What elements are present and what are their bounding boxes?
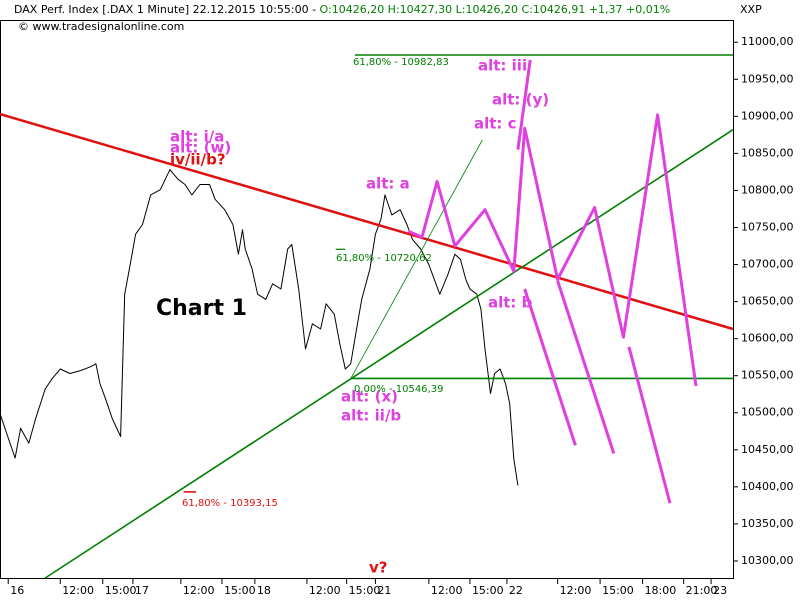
x-tick-label: 22	[509, 584, 523, 597]
annotation: iv/ii/b?	[170, 151, 226, 169]
annotation: alt: i/a	[170, 128, 224, 146]
y-tick-label: 11000,00	[741, 35, 794, 48]
y-tick-label: 10350,00	[741, 517, 794, 530]
annotation: alt: ii/b	[341, 407, 401, 425]
series-line	[516, 59, 532, 150]
x-tick-label: 15:00	[472, 584, 504, 597]
annotation: alt: a	[366, 175, 410, 193]
chart-title: DAX Perf. Index [.DAX 1 Minute] 22.12.20…	[14, 3, 670, 16]
series-line	[556, 280, 616, 454]
x-tick-label: 21:00	[686, 584, 718, 597]
y-tick-label: 10550,00	[741, 369, 794, 382]
x-tick-label: 12:00	[309, 584, 341, 597]
x-tick-label: 12:00	[560, 584, 592, 597]
quote: O:10426,20 H:10427,30 L:10426,20 C:10426…	[320, 3, 671, 16]
x-tick-label: 16	[10, 584, 24, 597]
annotation: Chart 1	[156, 296, 247, 321]
annotation: alt: (w)	[170, 139, 231, 157]
y-tick-label: 10400,00	[741, 480, 794, 493]
y-tick-label: 10900,00	[741, 109, 794, 122]
annotation: v?	[369, 559, 387, 577]
x-tick-label: 15:00	[602, 584, 634, 597]
x-tick-label: 15:00	[105, 584, 137, 597]
y-tick-label: 10850,00	[741, 146, 794, 159]
y-tick-label: 10300,00	[741, 554, 794, 567]
annotation: 0,00% - 10546,39	[354, 384, 443, 395]
series-line	[523, 288, 577, 446]
x-tick-label: 21	[377, 584, 391, 597]
title: DAX Perf. Index [.DAX 1 Minute] 22.12.20…	[14, 3, 320, 16]
x-tick-label: 23	[713, 584, 727, 597]
annotation: alt: (y)	[492, 91, 549, 109]
annotation: alt: b	[488, 294, 533, 312]
annotation: 61,80% - 10393,15	[182, 498, 278, 509]
series-line	[350, 139, 483, 379]
plot-frame	[0, 20, 734, 579]
series-line	[44, 129, 734, 579]
y-tick-label: 10700,00	[741, 258, 794, 271]
y-tick-label: 10950,00	[741, 72, 794, 85]
x-tick-label: 17	[135, 584, 149, 597]
y-tick-label: 10500,00	[741, 406, 794, 419]
series-line	[627, 346, 672, 504]
annotation: alt: (x)	[341, 388, 398, 406]
x-tick-label: 12:00	[431, 584, 463, 597]
x-tick-label: 18:00	[645, 584, 677, 597]
series-line	[0, 112, 734, 331]
annotation: alt: c	[474, 115, 517, 133]
annotation: 61,80% - 10720,62	[336, 253, 432, 264]
y-tick-label: 10600,00	[741, 332, 794, 345]
x-tick-label: 12:00	[62, 584, 94, 597]
subtitle: © www.tradesignalonline.com	[18, 20, 184, 33]
y-tick-label: 10450,00	[741, 443, 794, 456]
x-tick-label: 18	[257, 584, 271, 597]
y-tick-label: 10650,00	[741, 295, 794, 308]
x-tick-label: 12:00	[183, 584, 215, 597]
series-line	[407, 113, 698, 387]
y-tick-label: 10800,00	[741, 183, 794, 196]
annotation: alt: iii	[478, 57, 527, 75]
series-line	[0, 169, 519, 486]
axis-name: XXP	[740, 3, 762, 16]
y-tick-label: 10750,00	[741, 220, 794, 233]
annotation: 61,80% - 10982,83	[353, 57, 449, 68]
x-tick-label: 15:00	[224, 584, 256, 597]
x-tick-label: 15:00	[349, 584, 381, 597]
